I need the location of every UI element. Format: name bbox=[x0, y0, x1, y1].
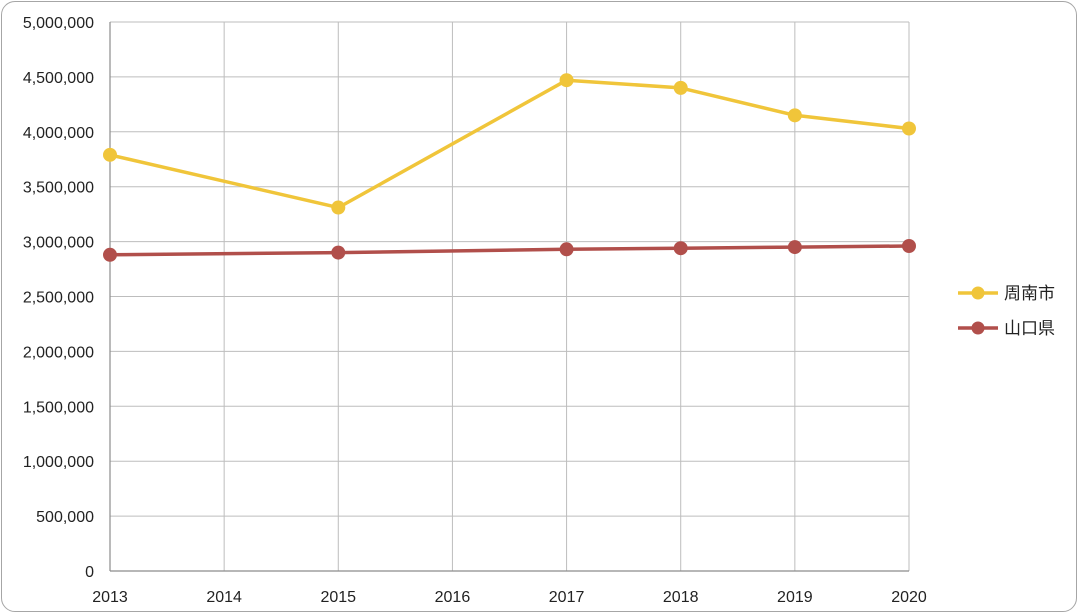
y-tick-label: 0 bbox=[85, 564, 94, 581]
series-layer bbox=[103, 73, 916, 262]
data-point bbox=[559, 242, 574, 257]
x-tick-label: 2016 bbox=[435, 589, 471, 606]
series-line bbox=[108, 244, 911, 257]
y-axis-tick-labels: 0 500,000 1,000,000 1,500,000 2,000,000 2,500… bbox=[23, 15, 94, 581]
data-point bbox=[902, 121, 916, 136]
data-point bbox=[103, 247, 117, 262]
data-point bbox=[331, 200, 346, 215]
axes bbox=[109, 22, 909, 572]
legend-label: 周南市 bbox=[1004, 284, 1055, 304]
legend-item-2: 山口県 bbox=[958, 319, 1055, 339]
y-tick-label: 3,500,000 bbox=[23, 180, 94, 197]
legend-item-1: 周南市 bbox=[958, 284, 1055, 304]
x-tick-label: 2014 bbox=[206, 589, 242, 606]
legend-marker bbox=[971, 286, 985, 300]
y-tick-label: 5,000,000 bbox=[23, 15, 94, 32]
x-tick-label: 2020 bbox=[891, 589, 927, 606]
series-1 bbox=[103, 73, 916, 215]
data-point bbox=[559, 73, 574, 88]
y-tick-label: 1,000,000 bbox=[23, 454, 94, 471]
x-axis-tick-labels: 2013 2014 2015 2016 2017 2018 2019 2020 bbox=[92, 589, 927, 606]
data-point bbox=[787, 108, 802, 123]
y-tick-label: 4,500,000 bbox=[23, 70, 94, 87]
data-point bbox=[331, 245, 346, 260]
data-point bbox=[902, 238, 916, 253]
data-point bbox=[787, 240, 802, 255]
y-tick-label: 1,500,000 bbox=[23, 399, 94, 416]
x-tick-label: 2013 bbox=[92, 589, 128, 606]
x-tick-label: 2019 bbox=[777, 589, 813, 606]
y-tick-label: 4,000,000 bbox=[23, 125, 94, 142]
y-tick-label: 3,000,000 bbox=[23, 235, 94, 252]
series-2 bbox=[103, 238, 916, 262]
grid-lines bbox=[109, 21, 910, 572]
y-tick-label: 500,000 bbox=[36, 509, 94, 526]
data-point bbox=[673, 241, 688, 256]
x-tick-label: 2015 bbox=[320, 589, 356, 606]
legend-label: 山口県 bbox=[1004, 319, 1055, 339]
legend-marker bbox=[971, 321, 985, 335]
y-tick-label: 2,000,000 bbox=[23, 344, 94, 361]
series-line bbox=[108, 78, 911, 210]
data-point bbox=[103, 147, 117, 162]
x-tick-label: 2017 bbox=[549, 589, 585, 606]
x-tick-label: 2018 bbox=[663, 589, 699, 606]
data-point bbox=[673, 80, 688, 95]
y-tick-label: 2,500,000 bbox=[23, 290, 94, 307]
